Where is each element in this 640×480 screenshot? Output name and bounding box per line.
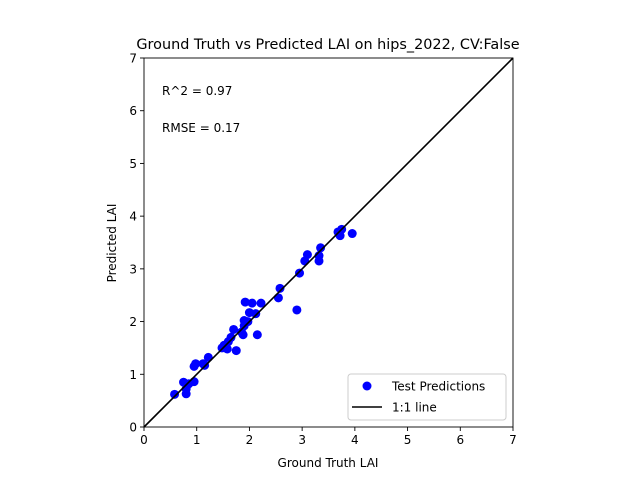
data-point bbox=[238, 330, 248, 340]
legend-label-one-to-one-line: 1:1 line bbox=[392, 401, 437, 415]
data-point bbox=[275, 283, 285, 293]
data-point bbox=[256, 298, 266, 308]
y-axis: 0 1 2 3 4 5 6 7 bbox=[129, 52, 144, 435]
plot-frame bbox=[143, 57, 514, 428]
y-axis-label: Predicted LAI bbox=[105, 204, 119, 283]
data-point bbox=[243, 317, 253, 327]
data-point bbox=[189, 377, 199, 387]
data-point bbox=[240, 297, 250, 307]
y-tick-label: 2 bbox=[129, 315, 137, 329]
plot-area bbox=[143, 57, 514, 428]
y-tick-label: 6 bbox=[129, 104, 137, 118]
data-point bbox=[251, 309, 261, 319]
x-tick-label: 3 bbox=[298, 433, 306, 447]
x-axis-label: Ground Truth LAI bbox=[278, 456, 379, 470]
x-tick-label: 0 bbox=[140, 433, 148, 447]
x-axis: 0 1 2 3 4 5 6 7 bbox=[140, 427, 517, 447]
data-point bbox=[226, 332, 236, 342]
x-tick-label: 7 bbox=[509, 433, 517, 447]
data-point bbox=[316, 243, 326, 253]
data-point bbox=[231, 346, 241, 356]
x-tick-label: 4 bbox=[351, 433, 359, 447]
legend-marker-test-predictions bbox=[362, 381, 372, 391]
data-point bbox=[170, 389, 180, 399]
y-tick-label: 5 bbox=[129, 157, 137, 171]
data-point bbox=[252, 330, 262, 340]
data-point bbox=[295, 268, 305, 278]
data-point bbox=[247, 298, 257, 308]
y-tick-label: 4 bbox=[129, 210, 137, 224]
rmse-annotation: RMSE = 0.17 bbox=[162, 121, 240, 135]
x-tick-label: 2 bbox=[246, 433, 254, 447]
data-point bbox=[181, 389, 191, 399]
x-tick-label: 6 bbox=[456, 433, 464, 447]
y-tick-label: 7 bbox=[129, 52, 137, 66]
data-point bbox=[229, 324, 239, 334]
legend: Test Predictions 1:1 line bbox=[347, 373, 507, 421]
data-point bbox=[302, 250, 312, 260]
x-tick-label: 1 bbox=[193, 433, 201, 447]
y-tick-label: 1 bbox=[129, 368, 137, 382]
y-tick-label: 0 bbox=[129, 421, 137, 435]
x-tick-label: 5 bbox=[404, 433, 412, 447]
legend-label-test-predictions: Test Predictions bbox=[391, 380, 485, 394]
data-point bbox=[191, 359, 201, 369]
data-point bbox=[292, 305, 302, 315]
legend-box bbox=[347, 373, 507, 421]
data-point bbox=[347, 229, 357, 239]
one-to-one-line bbox=[143, 57, 514, 428]
r-squared-annotation: R^2 = 0.97 bbox=[162, 84, 232, 98]
chart-title: Ground Truth vs Predicted LAI on hips_20… bbox=[136, 37, 519, 53]
y-tick-label: 3 bbox=[129, 262, 137, 276]
